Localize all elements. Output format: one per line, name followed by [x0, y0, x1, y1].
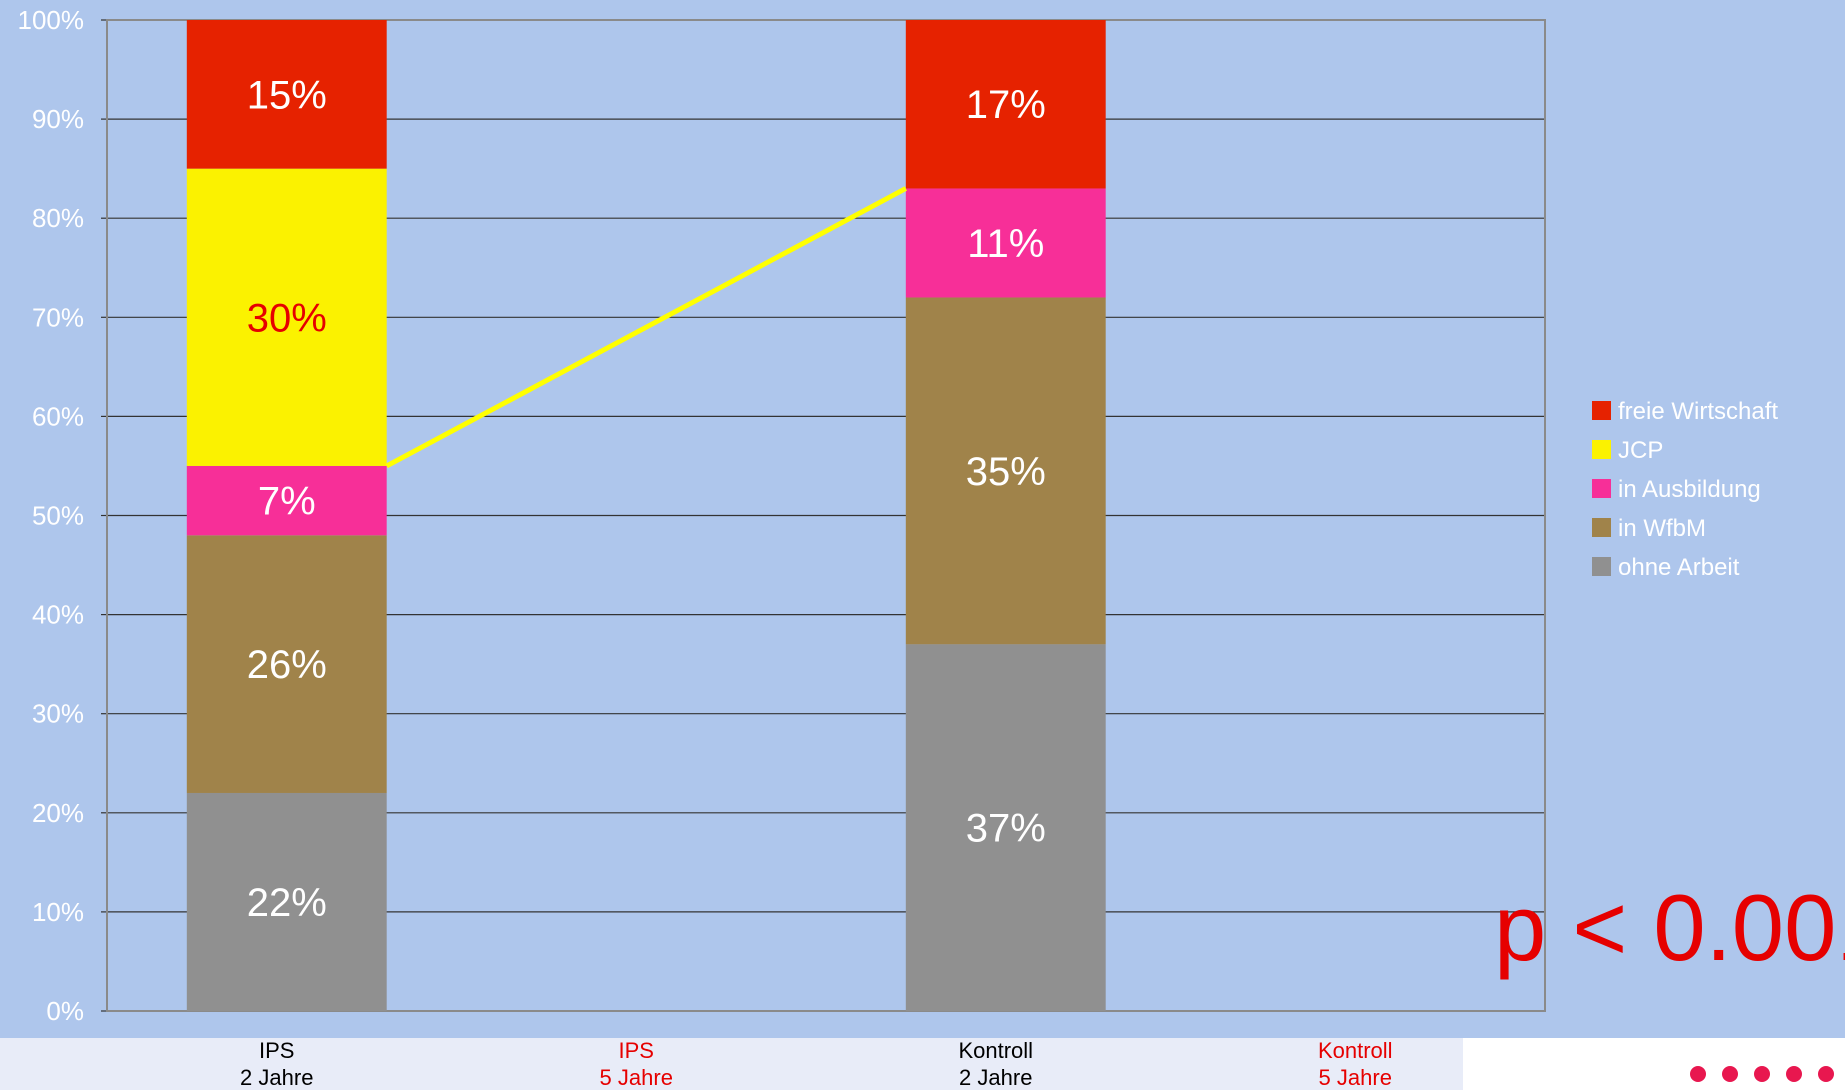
legend-label: in Ausbildung	[1618, 476, 1761, 503]
annotation: p < 0.001	[1494, 875, 1845, 980]
x-tick-label-line: IPS	[259, 1038, 294, 1063]
y-tick-label: 80%	[32, 203, 84, 233]
x-tick-label-line: 5 Jahre	[1319, 1065, 1392, 1090]
dot	[1786, 1066, 1802, 1082]
legend-label: freie Wirtschaft	[1618, 398, 1778, 425]
data-label: 22%	[247, 881, 327, 925]
bar-segment	[905, 644, 1106, 1011]
plot-frame	[106, 19, 1546, 1012]
connector-line	[385, 186, 907, 469]
legend-swatch	[1592, 479, 1611, 498]
y-tick-label: 40%	[32, 600, 84, 630]
bar-segment	[186, 465, 387, 536]
bar-segment	[186, 20, 387, 169]
bar-segment	[905, 20, 1106, 189]
x-tick-label-line: Kontroll	[958, 1038, 1033, 1063]
legend-label: ohne Arbeit	[1618, 554, 1740, 581]
dot	[1690, 1066, 1706, 1082]
data-label: 7%	[258, 480, 316, 524]
data-label: 37%	[966, 807, 1046, 851]
x-tick-label-line: Kontroll	[1318, 1038, 1393, 1063]
y-tick-label: 0%	[46, 996, 84, 1026]
bar-segment	[905, 188, 1106, 298]
y-tick-label: 90%	[32, 104, 84, 134]
legend-swatch	[1592, 518, 1611, 537]
x-tick-label-line: 5 Jahre	[600, 1065, 673, 1090]
category-strip	[0, 1038, 1463, 1090]
legend-label: in WfbM	[1618, 515, 1706, 542]
data-label: 17%	[966, 83, 1046, 127]
legend-swatch	[1592, 401, 1611, 420]
y-tick-label: 70%	[32, 302, 84, 332]
legend-swatch	[1592, 557, 1611, 576]
x-tick-label-line: 2 Jahre	[959, 1065, 1032, 1090]
y-tick-label: 100%	[18, 5, 85, 35]
y-tick-label: 30%	[32, 699, 84, 729]
bar-segment	[186, 535, 387, 793]
data-label: 30%	[247, 296, 327, 340]
data-label: 11%	[967, 222, 1044, 266]
data-label: 15%	[247, 73, 327, 117]
x-tick-label: IPS 5 Jahre	[600, 1038, 673, 1090]
bar-segment	[186, 168, 387, 466]
footer-dots	[1690, 1066, 1834, 1082]
x-tick-label: Kontroll 2 Jahre	[958, 1038, 1033, 1090]
y-tick-label: 60%	[32, 401, 84, 431]
y-tick-label: 10%	[32, 897, 84, 927]
dot	[1818, 1066, 1834, 1082]
legend-swatch	[1592, 440, 1611, 459]
bar-segment	[905, 297, 1106, 645]
bar-segment	[186, 792, 387, 1011]
x-tick-label: Kontroll 5 Jahre	[1318, 1038, 1393, 1090]
dot	[1754, 1066, 1770, 1082]
x-tick-label-line: 2 Jahre	[240, 1065, 313, 1090]
legend-label: JCP	[1618, 437, 1663, 464]
data-label: 35%	[966, 450, 1046, 494]
data-label: 26%	[247, 643, 327, 687]
y-tick-label: 50%	[32, 501, 84, 531]
footer-panel	[1463, 1038, 1845, 1090]
x-tick-label-line: IPS	[619, 1038, 654, 1063]
dot	[1722, 1066, 1738, 1082]
y-tick-label: 20%	[32, 798, 84, 828]
x-tick-label: IPS 2 Jahre	[240, 1038, 313, 1090]
